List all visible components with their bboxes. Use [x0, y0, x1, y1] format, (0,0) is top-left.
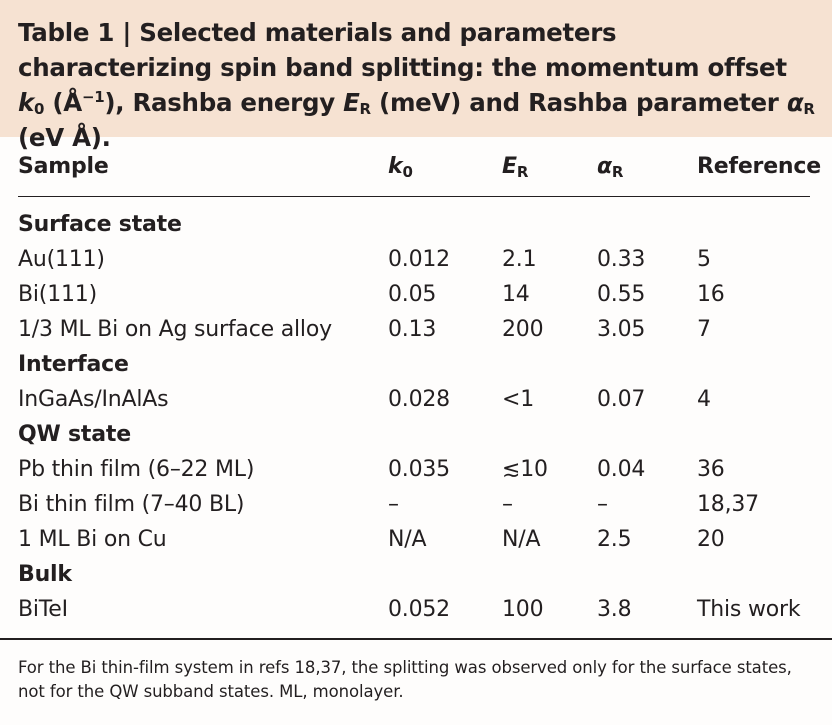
caption-e-subscript: R	[359, 100, 372, 118]
row-alpha: 0.33	[597, 247, 646, 272]
table-caption: Table 1 | Selected materials and paramet…	[18, 15, 818, 155]
row-alpha: 3.05	[597, 317, 646, 342]
row-sample: Au(111)	[18, 247, 105, 272]
row-sample: Bi thin film (7–40 BL)	[18, 492, 245, 517]
caption-e-symbol: E	[343, 88, 360, 117]
section-qw-state: QW state	[18, 422, 131, 447]
row-er: –	[502, 492, 513, 517]
row-alpha: 0.07	[597, 387, 646, 412]
section-bulk: Bulk	[18, 562, 72, 587]
row-alpha: 0.04	[597, 457, 646, 482]
header-er-symbol: E	[502, 154, 517, 179]
header-alpha: αR	[597, 153, 623, 181]
header-k0-subscript: 0	[402, 163, 413, 181]
row-sample: Bi(111)	[18, 282, 97, 307]
caption-e-unit: (meV) and Rashba parameter	[370, 88, 787, 117]
header-k0-symbol: k	[388, 154, 403, 179]
row-reference: 4	[697, 387, 711, 412]
caption-alpha-symbol: α	[786, 88, 804, 117]
header-reference: Reference	[697, 154, 821, 179]
row-er: 200	[502, 317, 544, 342]
row-reference: This work	[697, 597, 801, 622]
row-reference: 20	[697, 527, 725, 552]
caption-k-symbol: k	[18, 88, 34, 117]
row-er: 100	[502, 597, 544, 622]
row-reference: 7	[697, 317, 711, 342]
row-er: N/A	[502, 527, 541, 552]
caption-prefix: Table 1 | Selected materials and paramet…	[18, 18, 787, 82]
row-k0: 0.012	[388, 247, 450, 272]
row-reference: 18,37	[697, 492, 759, 517]
caption-k-unit: (Å	[44, 88, 82, 117]
row-er: 14	[502, 282, 530, 307]
caption-background	[0, 0, 832, 137]
section-surface-state: Surface state	[18, 212, 182, 237]
row-reference: 16	[697, 282, 725, 307]
table-bottom-rule	[0, 638, 832, 640]
header-alpha-symbol: α	[597, 154, 612, 179]
header-er: ER	[502, 153, 528, 181]
row-reference: 36	[697, 457, 725, 482]
header-er-subscript: R	[516, 163, 529, 181]
row-sample: Pb thin film (6–22 ML)	[18, 457, 255, 482]
row-k0: 0.13	[388, 317, 437, 342]
row-reference: 5	[697, 247, 711, 272]
caption-alpha-unit: (eV Å).	[18, 123, 111, 152]
row-k0: –	[388, 492, 399, 517]
table-footnote: For the Bi thin-film system in refs 18,3…	[18, 658, 792, 701]
caption-k-unit-exponent: −1	[81, 88, 105, 106]
header-rule	[18, 196, 810, 197]
caption-k-unit-close: ), Rashba energy	[104, 88, 344, 117]
section-interface: Interface	[18, 352, 129, 377]
row-er: 2.1	[502, 247, 537, 272]
row-er: ≲10	[502, 457, 548, 482]
row-alpha: 0.55	[597, 282, 646, 307]
row-er: <1	[502, 387, 535, 412]
row-k0: 0.028	[388, 387, 450, 412]
row-alpha: 3.8	[597, 597, 632, 622]
row-sample: 1 ML Bi on Cu	[18, 527, 167, 552]
row-alpha: 2.5	[597, 527, 632, 552]
row-k0: 0.05	[388, 282, 437, 307]
caption-k-subscript: 0	[34, 100, 45, 118]
row-sample: InGaAs/InAlAs	[18, 387, 169, 412]
row-sample: BiTeI	[18, 597, 68, 622]
row-k0: N/A	[388, 527, 427, 552]
row-sample: 1/3 ML Bi on Ag surface alloy	[18, 317, 332, 342]
row-k0: 0.052	[388, 597, 450, 622]
caption-alpha-subscript: R	[803, 100, 815, 118]
header-sample: Sample	[18, 154, 109, 179]
row-alpha: –	[597, 492, 608, 517]
header-k0: k0	[388, 153, 413, 181]
header-alpha-subscript: R	[611, 163, 624, 181]
row-k0: 0.035	[388, 457, 450, 482]
